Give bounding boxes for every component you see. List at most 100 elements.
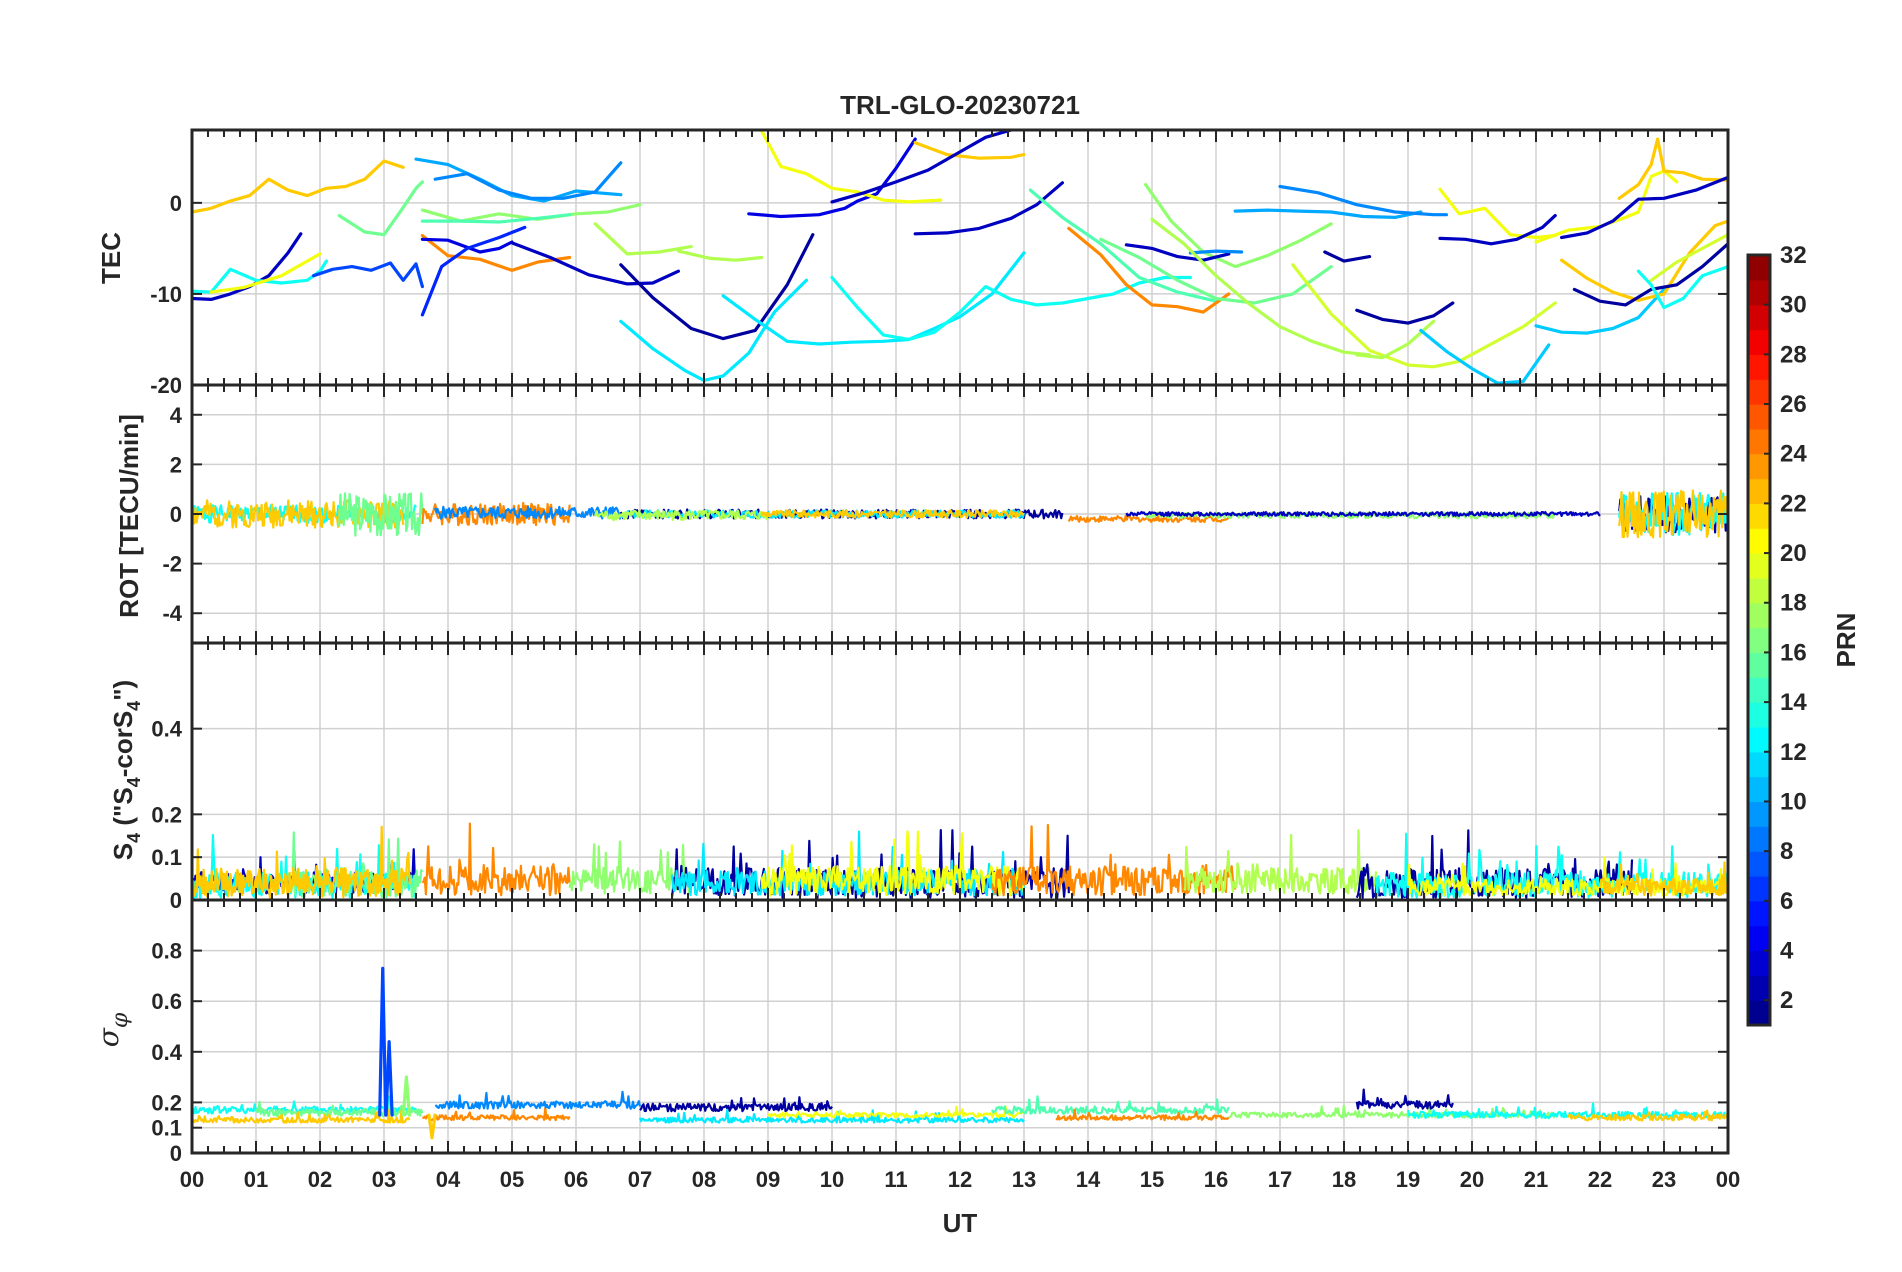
tec-series-prn-17: [1143, 183, 1333, 269]
tec-series-prn-20: [1438, 187, 1557, 240]
x-tick-label: 07: [628, 1167, 652, 1192]
tec-series-prn-6: [420, 225, 527, 317]
rot-ytick-label: -2: [162, 552, 182, 577]
rot-ytick-label: -4: [162, 601, 182, 626]
colorbar-swatch: [1748, 478, 1770, 504]
sigma-series-prn-24: [1055, 1108, 1230, 1122]
colorbar-swatch: [1748, 627, 1770, 654]
colorbar-swatch: [1748, 801, 1770, 827]
x-tick-label: 19: [1396, 1167, 1420, 1192]
x-tick-label: 14: [1076, 1167, 1101, 1192]
s4-series-prn-22: [192, 825, 411, 899]
colorbar-tick-label: 6: [1780, 888, 1793, 915]
s4-ytick-label: 0: [170, 888, 182, 913]
tec-series-prn-2: [619, 233, 815, 341]
sigma-series-prn-9: [434, 1090, 642, 1110]
rot-series-prn-16: [338, 492, 424, 537]
colorbar-tick-label: 24: [1780, 441, 1807, 468]
x-tick-label: 22: [1588, 1167, 1612, 1192]
s4-series-prn-17: [568, 840, 693, 895]
colorbar-swatch: [1748, 329, 1770, 355]
colorbar-tick-label: 8: [1780, 838, 1793, 865]
x-tick-label: 20: [1460, 1167, 1484, 1192]
s4-series-prn-24: [421, 822, 571, 897]
tec-plot-area: [192, 130, 1728, 385]
sigma-spike-prn-22: [427, 1113, 437, 1140]
colorbar-label: PRN: [1831, 613, 1861, 668]
x-tick-label: 15: [1140, 1167, 1164, 1192]
sigma-spike-prn-7: [384, 1040, 394, 1117]
tec-series-prn-9: [1278, 184, 1449, 217]
x-tick-label: 01: [244, 1167, 268, 1192]
tec-series-prn-16: [1099, 237, 1333, 305]
colorbar-swatch: [1748, 975, 1770, 1001]
tec-series-prn-22: [192, 159, 405, 214]
sigma-ytick-label: 0.4: [151, 1040, 182, 1065]
x-tick-label: 05: [500, 1167, 524, 1192]
colorbar-tick-label: 30: [1780, 292, 1807, 319]
colorbar-tick-label: 18: [1780, 590, 1807, 617]
tec-series-prn-10: [414, 157, 623, 203]
x-tick-label: 17: [1268, 1167, 1292, 1192]
tec-series-prn-15: [420, 213, 572, 224]
colorbar-swatch: [1748, 677, 1770, 703]
tec-series-prn-24: [1067, 226, 1231, 314]
colorbar-tick-label: 16: [1780, 639, 1807, 666]
colorbar-tick-label: 14: [1780, 689, 1807, 716]
colorbar-swatch: [1748, 279, 1770, 306]
x-tick-label: 06: [564, 1167, 588, 1192]
tec-series-prn-9: [433, 161, 623, 200]
tec-series-prn-12: [619, 278, 809, 382]
rot-series-prn-9: [434, 505, 622, 520]
tec-series-prn-3: [1124, 243, 1231, 262]
tec-series-prn-18: [1355, 319, 1436, 360]
tec-series-prn-2: [1323, 250, 1372, 263]
colorbar-tick-label: 20: [1780, 540, 1807, 567]
sigma-spike-prn-7: [378, 966, 388, 1117]
tec-series-prn-11: [1534, 287, 1666, 335]
tec-series-prn-18: [593, 222, 693, 256]
colorbar-swatch: [1748, 925, 1770, 952]
colorbar-swatch: [1748, 702, 1770, 728]
rot-panel: -4 -2 0 2 4: [162, 383, 1730, 645]
sigma-ytick-label: 0.1: [151, 1116, 182, 1141]
rot-series-prn-24: [421, 501, 571, 527]
tec-series-prn-3: [830, 130, 1013, 204]
colorbar-swatch: [1748, 577, 1770, 604]
x-tick-label: 12: [948, 1167, 972, 1192]
rot-series-prn-22: [1618, 489, 1728, 539]
x-tick-label: 02: [308, 1167, 332, 1192]
colorbar-swatch: [1748, 304, 1770, 331]
sigma-ytick-label: 0: [170, 1141, 182, 1166]
sigma-series-prn-2: [1355, 1088, 1454, 1110]
x-tick-label: 11: [884, 1167, 907, 1192]
tec-series-prn-19: [1649, 233, 1728, 282]
s4-series-prn-20: [760, 830, 1026, 897]
tec-series-prn-22: [1617, 137, 1728, 200]
sigma-ytick-label: 0.8: [151, 939, 182, 964]
sigma-series-prn-16: [254, 1100, 424, 1118]
x-tick-label: 03: [372, 1167, 396, 1192]
tec-series-prn-11: [1419, 328, 1551, 385]
x-tick-label: 23: [1652, 1167, 1676, 1192]
colorbar-tick-label: 12: [1780, 739, 1807, 766]
colorbar-tick-label: 22: [1780, 490, 1807, 517]
x-tick-label: 16: [1204, 1167, 1228, 1192]
x-tick-label: 09: [756, 1167, 780, 1192]
tec-series-prn-10: [1233, 208, 1423, 219]
colorbar-swatch: [1748, 1000, 1770, 1026]
colorbar-swatch: [1748, 528, 1770, 554]
rot-series-prn-24: [1067, 514, 1230, 524]
colorbar-swatch: [1748, 875, 1770, 902]
sigma-series-prn-22: [192, 1109, 411, 1124]
colorbar-tick-label: 32: [1780, 242, 1807, 269]
colorbar-swatch: [1748, 404, 1770, 430]
tec-series-prn-3: [510, 241, 681, 286]
tec-series-prn-19: [1291, 263, 1557, 369]
sigma-series-prn-20: [767, 1105, 1025, 1119]
tec-series-prn-20: [1534, 169, 1679, 244]
tec-series-prn-16: [337, 180, 424, 237]
colorbar-swatch: [1748, 255, 1770, 281]
